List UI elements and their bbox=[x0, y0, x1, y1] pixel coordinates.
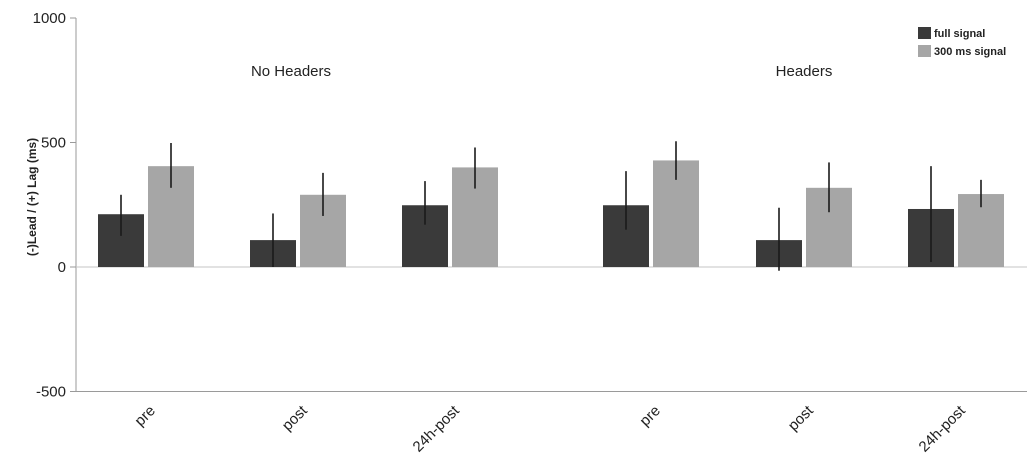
x-tick-label: post bbox=[785, 402, 818, 435]
group-label-no-headers: No Headers bbox=[251, 63, 331, 80]
y-tick-label: -500 bbox=[36, 384, 66, 401]
x-tick-label: pre bbox=[131, 402, 158, 429]
legend-label-300ms-signal: 300 ms signal bbox=[934, 46, 1006, 58]
x-tick-label: post bbox=[279, 402, 312, 435]
bars bbox=[98, 141, 1004, 271]
x-tick-label: pre bbox=[636, 402, 663, 429]
y-tick-label: 500 bbox=[41, 135, 66, 152]
legend: full signal 300 ms signal bbox=[918, 27, 1006, 58]
y-ticks: 1000 500 0 -500 bbox=[33, 10, 76, 401]
legend-swatch-300ms-signal bbox=[918, 45, 931, 57]
y-axis-label: (-)Lead / (+) Lag (ms) bbox=[25, 138, 39, 256]
legend-label-full-signal: full signal bbox=[934, 28, 985, 40]
legend-swatch-full-signal bbox=[918, 27, 931, 39]
group-label-headers: Headers bbox=[776, 63, 833, 80]
y-tick-label: 1000 bbox=[33, 10, 66, 27]
y-tick-label: 0 bbox=[58, 259, 66, 276]
x-tick-labels: pre post 24h-post pre post 24h-post bbox=[131, 402, 969, 456]
x-tick-label: 24h-post bbox=[410, 402, 464, 456]
x-tick-label: 24h-post bbox=[916, 402, 970, 456]
axes bbox=[75, 18, 1027, 392]
